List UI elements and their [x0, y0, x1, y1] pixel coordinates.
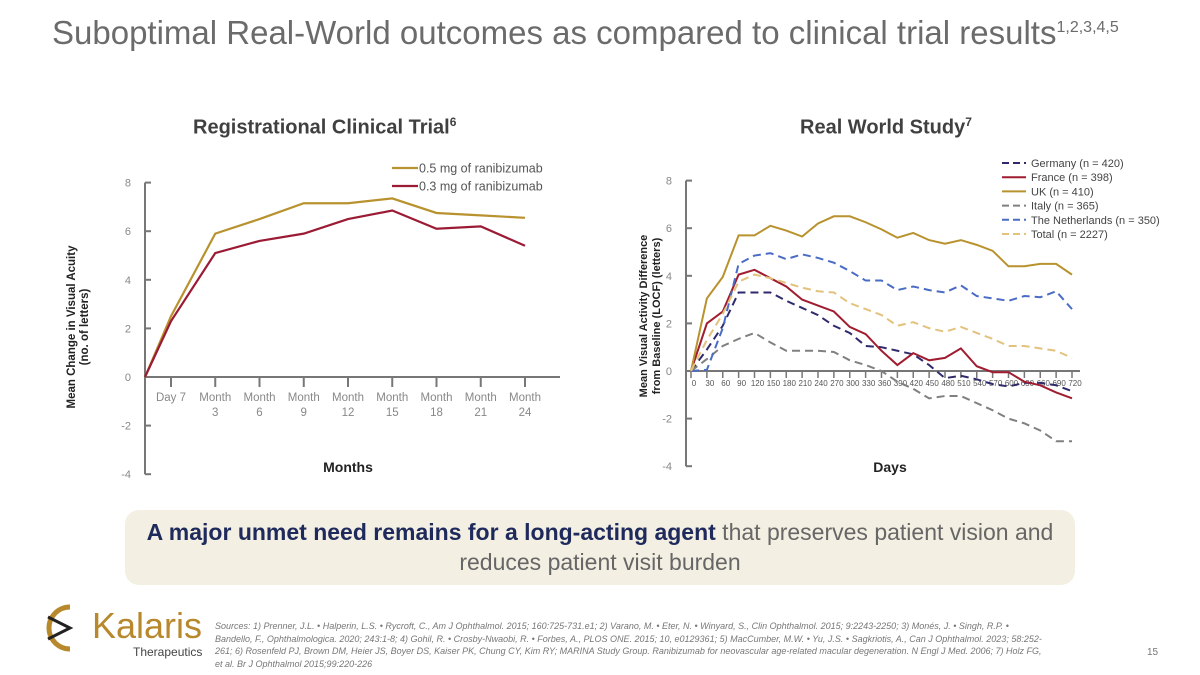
- y-axis-title: from Baseline (LOCF) (letters): [651, 237, 663, 394]
- legend-label: UK (n = 410): [1031, 186, 1094, 198]
- x-tick-label: 18: [430, 407, 443, 419]
- legend-label: Italy (n = 365): [1031, 201, 1099, 213]
- x-tick-label: 12: [342, 407, 355, 419]
- y-tick-label: -2: [121, 421, 131, 433]
- y-tick-label: -4: [121, 469, 131, 481]
- logo-name: Kalaris: [92, 605, 203, 646]
- series-line-4: [690, 252, 1073, 372]
- x-tick-label: 420: [910, 379, 924, 388]
- x-tick-label: 21: [474, 407, 487, 419]
- legend-label: 0.3 mg of ranibizumab: [419, 180, 543, 194]
- y-tick-label: 4: [666, 271, 672, 283]
- x-tick-label: 300: [846, 379, 860, 388]
- series-line-2: [690, 215, 1073, 372]
- x-axis-title: Days: [873, 459, 907, 475]
- x-tick-label: 570: [989, 379, 1003, 388]
- series-line-1: [144, 209, 526, 378]
- x-tick-label: 360: [878, 379, 892, 388]
- x-tick-label: Month: [244, 392, 276, 404]
- x-tick-label: 330: [862, 379, 876, 388]
- x-tick-label: 60: [721, 379, 730, 388]
- y-axis-title: Mean Visual Activity Difference: [638, 235, 650, 398]
- x-tick-label: 240: [814, 379, 828, 388]
- y-tick-label: 2: [125, 323, 131, 335]
- y-tick-label: -2: [662, 414, 672, 426]
- x-tick-label: Month: [288, 392, 320, 404]
- x-tick-label: 270: [830, 379, 844, 388]
- series-line-1: [690, 268, 1073, 400]
- slide-title: Suboptimal Real-World outcomes as compar…: [52, 14, 1119, 51]
- logo-subtitle: Therapeutics: [133, 645, 203, 659]
- y-tick-label: 2: [666, 318, 672, 330]
- series-line-5: [690, 273, 1073, 372]
- y-tick-label: 8: [666, 176, 672, 188]
- x-tick-label: Month: [465, 392, 497, 404]
- chart2-title: Real World Study7: [800, 115, 972, 139]
- x-tick-label: 600: [1005, 379, 1019, 388]
- series-line-3: [690, 331, 1072, 443]
- x-tick-label: 9: [301, 407, 307, 419]
- x-tick-label: 720: [1068, 379, 1082, 388]
- y-axis-title: Mean Change in Visual Acuity: [66, 245, 78, 409]
- x-tick-label: 150: [767, 379, 781, 388]
- y-tick-label: 0: [666, 366, 672, 378]
- x-tick-label: 0: [692, 379, 697, 388]
- x-tick-label: Month: [421, 392, 453, 404]
- chart1-title: Registrational Clinical Trial6: [193, 115, 457, 139]
- y-tick-label: -4: [662, 461, 672, 473]
- series-line-0: [143, 197, 526, 378]
- x-tick-label: 30: [705, 379, 714, 388]
- y-axis-title: (no. of letters): [79, 289, 91, 366]
- sources-text: Sources: 1) Prenner, J.L. • Halperin, L.…: [215, 621, 1042, 669]
- x-tick-label: 6: [256, 407, 262, 419]
- x-tick-label: Month: [376, 392, 408, 404]
- x-tick-label: 450: [925, 379, 939, 388]
- callout-box: A major unmet need remains for a long-ac…: [125, 510, 1075, 585]
- series-line-0: [690, 291, 1073, 393]
- x-axis-title: Months: [323, 459, 373, 475]
- x-tick-label: 210: [798, 379, 812, 388]
- page-number: 15: [1147, 647, 1159, 658]
- x-tick-label: Day 7: [156, 392, 186, 404]
- legend-label: 0.5 mg of ranibizumab: [419, 162, 543, 176]
- legend-label: The Netherlands (n = 350): [1031, 215, 1160, 227]
- kalaris-logo-icon: [46, 604, 74, 652]
- y-tick-label: 0: [125, 372, 131, 384]
- x-tick-label: 24: [519, 407, 532, 419]
- x-tick-label: 90: [737, 379, 746, 388]
- x-tick-label: 690: [1052, 379, 1066, 388]
- x-tick-label: 510: [957, 379, 971, 388]
- x-tick-label: 3: [212, 407, 218, 419]
- legend-label: Germany (n = 420): [1031, 158, 1124, 170]
- x-tick-label: 180: [783, 379, 797, 388]
- x-tick-label: Month: [332, 392, 364, 404]
- x-tick-label: Month: [199, 392, 231, 404]
- x-tick-label: Month: [509, 392, 541, 404]
- x-tick-label: 390: [894, 379, 908, 388]
- x-tick-label: 120: [751, 379, 765, 388]
- x-tick-label: 480: [941, 379, 955, 388]
- legend-label: Total (n = 2227): [1031, 229, 1108, 241]
- y-tick-label: 6: [666, 223, 672, 235]
- y-tick-label: 8: [125, 178, 131, 190]
- x-tick-label: 15: [386, 407, 399, 419]
- y-tick-label: 4: [125, 275, 131, 287]
- legend-label: France (n = 398): [1031, 172, 1113, 184]
- y-tick-label: 6: [125, 226, 131, 238]
- x-tick-label: 540: [973, 379, 987, 388]
